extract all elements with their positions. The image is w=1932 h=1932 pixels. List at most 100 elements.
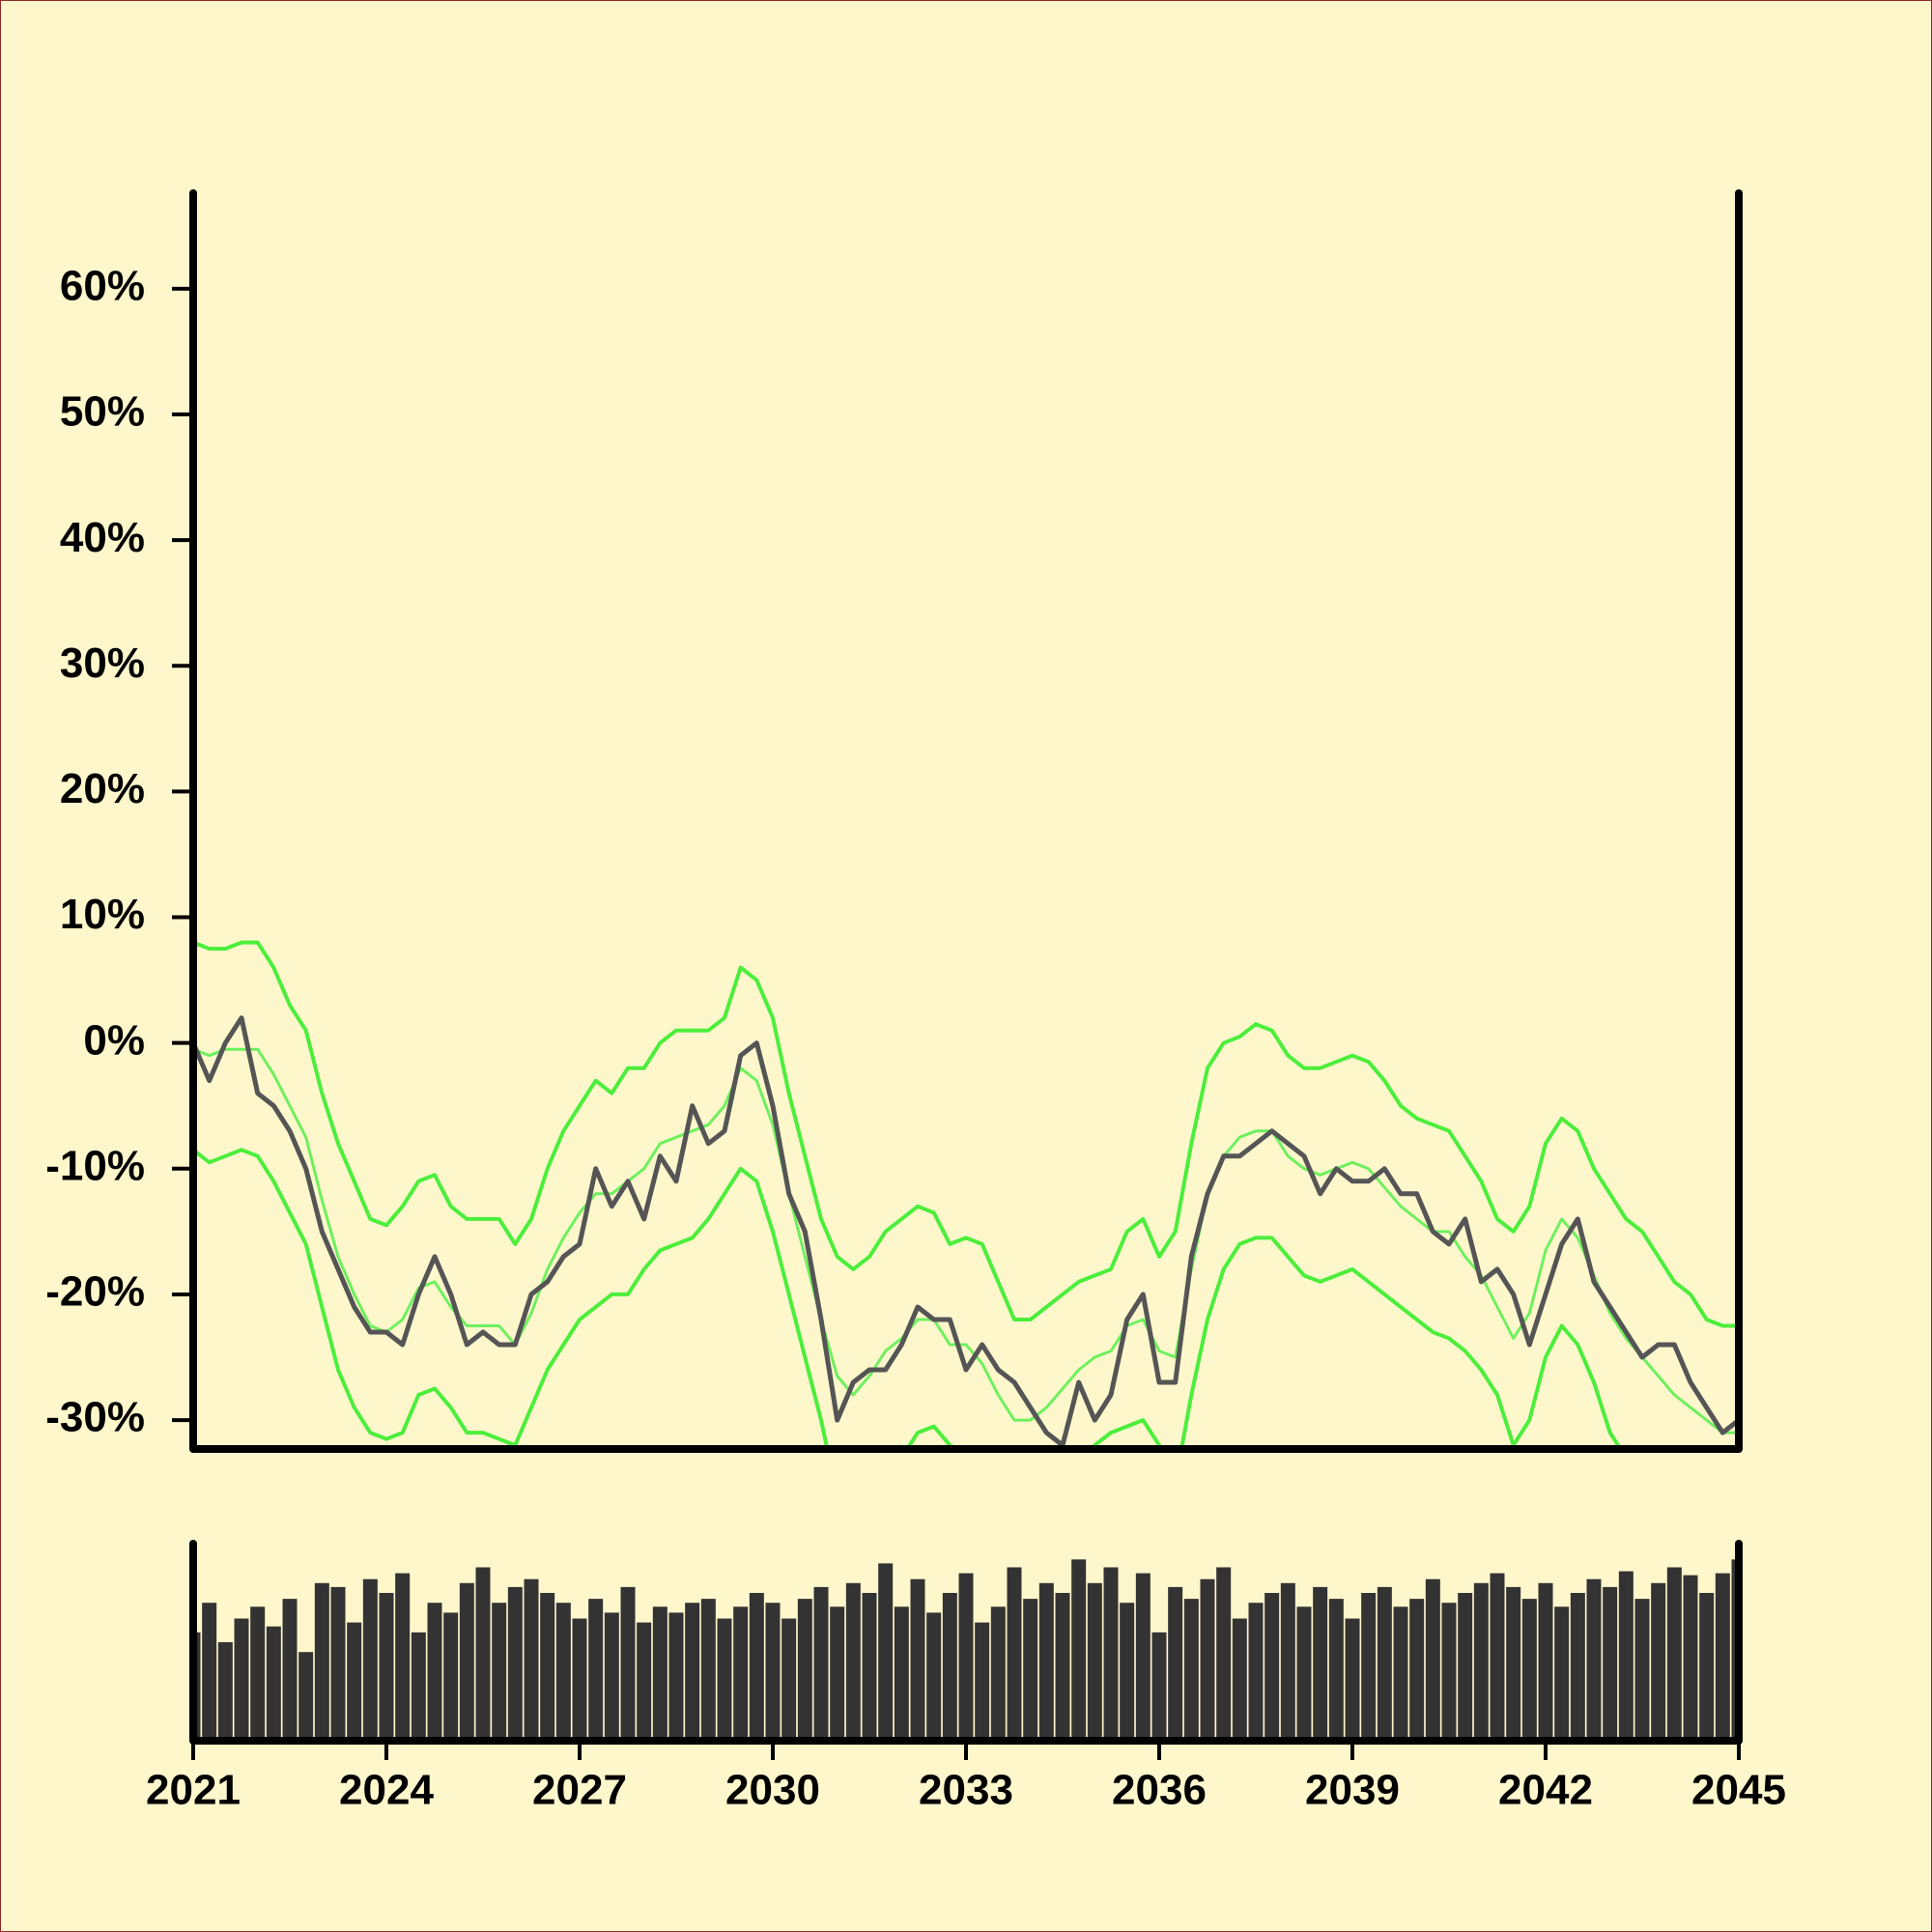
volume-bar: [395, 1573, 411, 1741]
volume-bar: [733, 1606, 749, 1741]
volume-bar: [1248, 1603, 1264, 1741]
volume-bar: [1120, 1603, 1135, 1741]
x-tick-label: 2045: [1691, 1767, 1786, 1814]
y-tick-label: 40%: [60, 514, 145, 561]
y-tick-label: -30%: [45, 1394, 145, 1441]
volume-bar: [958, 1573, 974, 1741]
volume-plot: [193, 1559, 1739, 1741]
volume-bar: [668, 1612, 684, 1741]
volume-bar: [1441, 1603, 1457, 1741]
volume-bar: [1103, 1567, 1119, 1741]
volume-bar: [1023, 1599, 1038, 1741]
volume-bar: [1168, 1586, 1183, 1741]
y-tick-label: 60%: [60, 263, 145, 310]
volume-bar: [1715, 1573, 1730, 1741]
volume-bar: [1570, 1593, 1585, 1741]
volume-bar: [1345, 1618, 1360, 1741]
volume-bar: [1007, 1567, 1022, 1741]
volume-bar: [700, 1599, 716, 1741]
volume-bar: [427, 1603, 442, 1741]
volume-bar: [990, 1606, 1006, 1741]
volume-bar: [379, 1593, 394, 1741]
y-tick-label: 50%: [60, 388, 145, 436]
x-tick-label: 2042: [1498, 1767, 1593, 1814]
volume-bar: [250, 1606, 266, 1741]
x-tick-label: 2027: [532, 1767, 627, 1814]
volume-bar: [1232, 1618, 1247, 1741]
volume-bar: [298, 1652, 314, 1741]
volume-bar: [749, 1593, 764, 1741]
volume-bar: [1361, 1593, 1377, 1741]
volume-bar: [266, 1626, 281, 1741]
volume-bar: [813, 1586, 829, 1741]
volume-bar: [540, 1593, 555, 1741]
volume-bar: [492, 1603, 507, 1741]
x-tick-label: 2036: [1112, 1767, 1207, 1814]
volume-bar: [1264, 1593, 1280, 1741]
volume-bar: [1699, 1593, 1715, 1741]
x-tick-label: 2024: [339, 1767, 434, 1814]
volume-bar: [1538, 1582, 1553, 1741]
x-tick-label: 2021: [146, 1767, 241, 1814]
volume-bar: [347, 1622, 362, 1741]
volume-bar: [604, 1612, 619, 1741]
volume-bar: [362, 1578, 378, 1741]
y-tick-label: 10%: [60, 891, 145, 938]
volume-bar: [1618, 1571, 1634, 1741]
volume-bar: [217, 1642, 233, 1741]
y-tick-label: 20%: [60, 765, 145, 812]
volume-bar: [1666, 1567, 1682, 1741]
volume-bar: [685, 1603, 700, 1741]
volume-bar: [1554, 1606, 1570, 1741]
volume-bar: [765, 1603, 781, 1741]
volume-bar: [1490, 1573, 1505, 1741]
volume-bar: [555, 1603, 571, 1741]
volume-bar: [1055, 1593, 1070, 1741]
series-line: [193, 1015, 1739, 1448]
y-tick-label: -10%: [45, 1142, 145, 1189]
volume-bar: [894, 1606, 909, 1741]
volume-bar: [1377, 1586, 1392, 1741]
volume-bar: [975, 1622, 990, 1741]
volume-bar: [1603, 1586, 1618, 1741]
volume-bar: [411, 1632, 426, 1741]
volume-bar: [878, 1563, 894, 1741]
y-tick-label: 0%: [83, 1016, 145, 1064]
volume-bar: [443, 1612, 459, 1741]
volume-bar: [475, 1567, 491, 1741]
volume-bar: [1038, 1582, 1054, 1741]
volume-bar: [507, 1586, 523, 1741]
volume-bar: [202, 1603, 217, 1741]
volume-bar: [572, 1618, 587, 1741]
x-tick-label: 2039: [1305, 1767, 1400, 1814]
volume-bar: [588, 1599, 604, 1741]
volume-bar: [717, 1618, 732, 1741]
volume-bar: [1458, 1593, 1473, 1741]
volume-bar: [234, 1618, 249, 1741]
series-line: [193, 1148, 1623, 1449]
volume-bar: [830, 1606, 845, 1741]
volume-bar: [459, 1582, 474, 1741]
volume-bar: [862, 1593, 877, 1741]
volume-bar: [1296, 1606, 1312, 1741]
volume-bar: [1425, 1578, 1440, 1741]
volume-bar: [1651, 1582, 1666, 1741]
y-tick-label: -20%: [45, 1268, 145, 1316]
volume-bar: [1328, 1599, 1344, 1741]
volume-bar: [282, 1599, 298, 1741]
volume-bar: [845, 1582, 861, 1741]
volume-bar: [1393, 1606, 1408, 1741]
volume-bar: [524, 1578, 539, 1741]
x-tick-label: 2033: [919, 1767, 1013, 1814]
volume-bar: [620, 1586, 636, 1741]
volume-bar: [942, 1593, 957, 1741]
volume-bar: [1473, 1582, 1489, 1741]
volume-bar: [1151, 1632, 1167, 1741]
volume-bar: [1087, 1582, 1102, 1741]
volume-bar: [314, 1582, 329, 1741]
price-plot: [193, 940, 1739, 1449]
axes: -30% -20% -10% 0% 10% 20% 30% 40% 50% 60% 2021 2024…: [45, 189, 1786, 1814]
volume-bar: [1135, 1573, 1151, 1741]
volume-bar: [910, 1578, 925, 1741]
